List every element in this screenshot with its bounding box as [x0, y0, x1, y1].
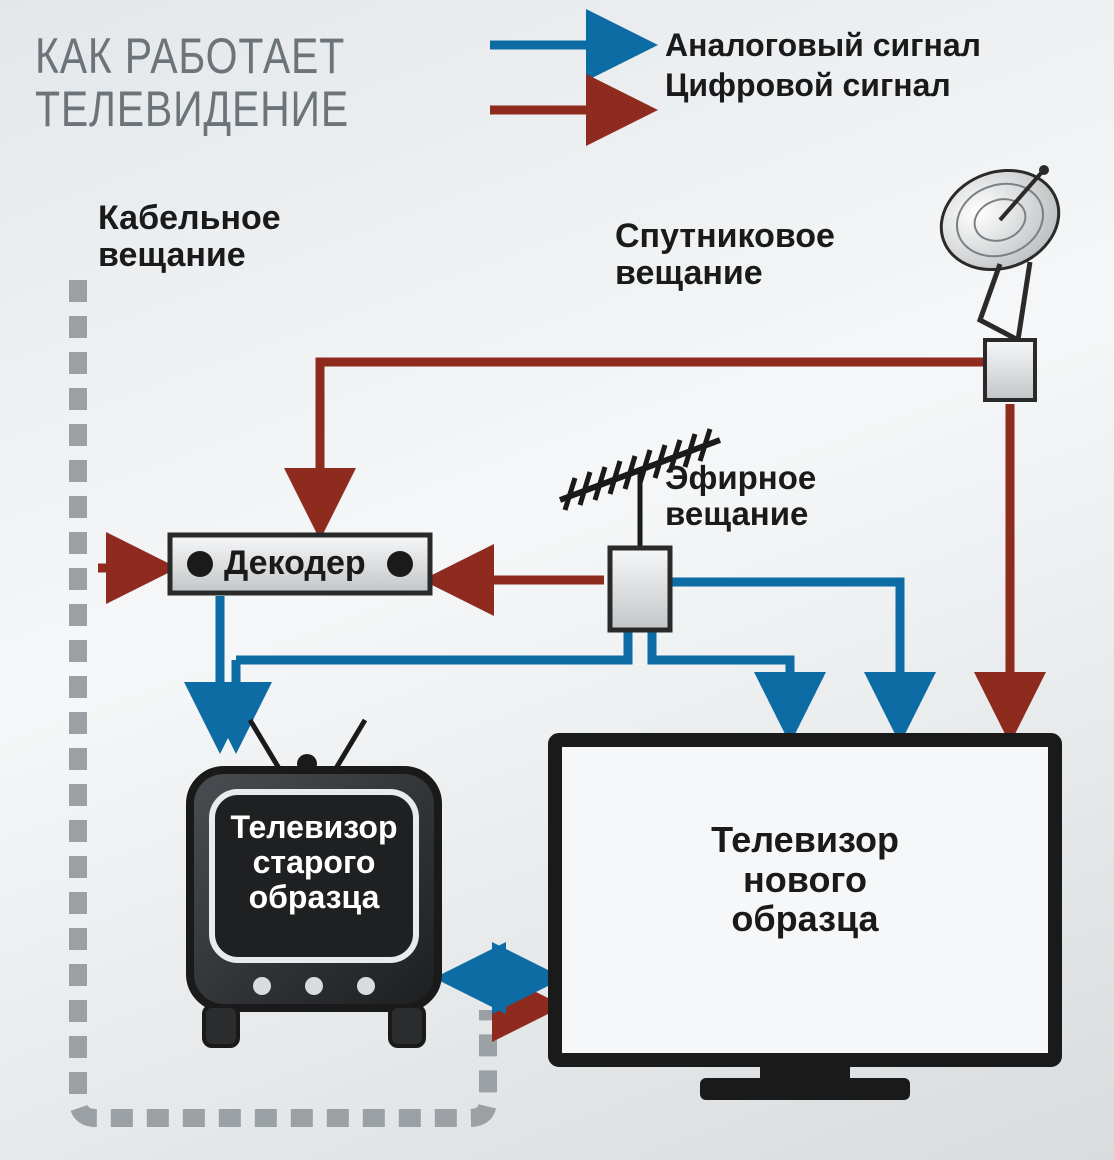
new-tv-label: Телевизор нового образца	[555, 820, 1055, 939]
old-tv-label: Телевизор старого образца	[218, 810, 410, 916]
terrestrial-receiver-box	[610, 548, 670, 630]
decoder-label: Декодер	[224, 545, 366, 582]
sat-receiver-box	[985, 340, 1035, 400]
satellite-dish-icon	[927, 154, 1073, 340]
terrestrial-antenna-icon	[560, 429, 720, 548]
diagram-svg	[0, 0, 1114, 1160]
